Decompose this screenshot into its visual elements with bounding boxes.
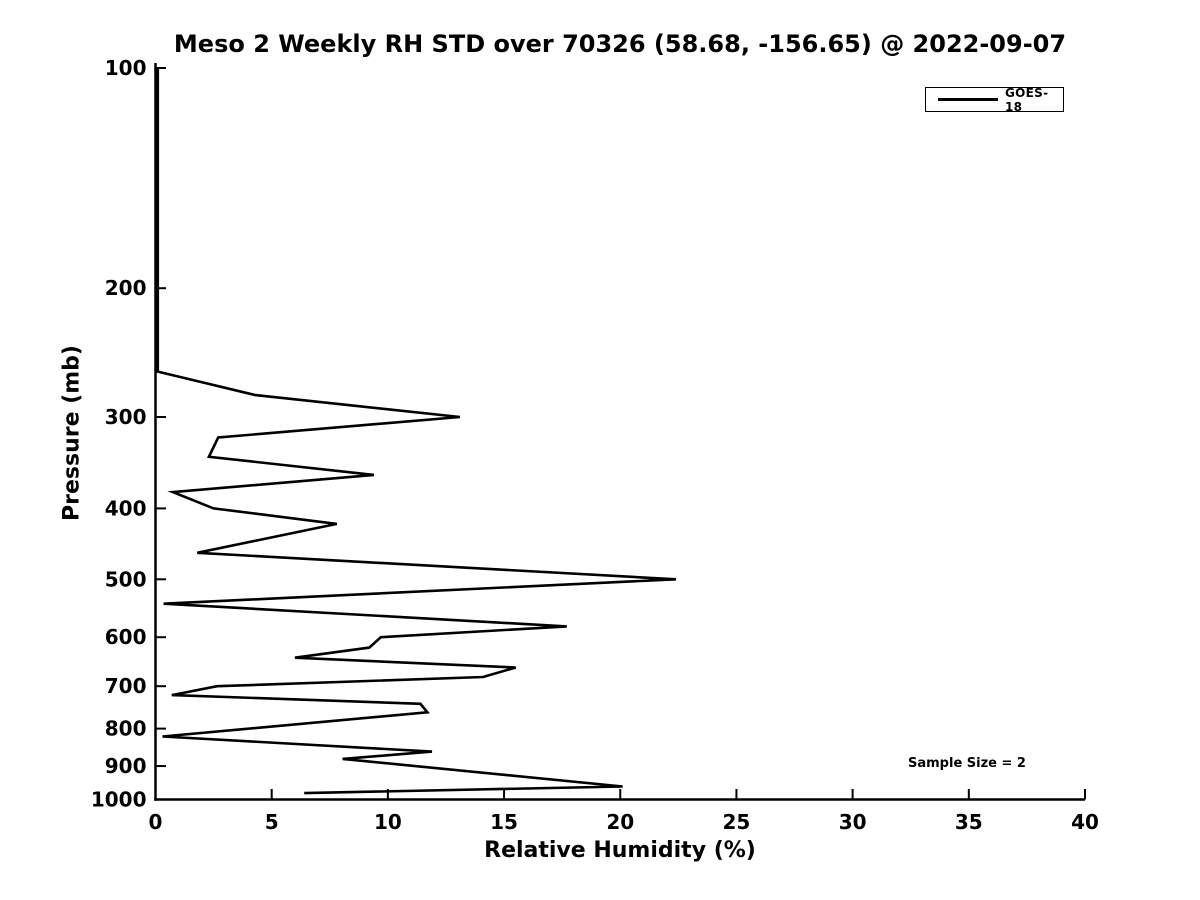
legend: GOES-18 — [925, 85, 1064, 114]
svg-text:900: 900 — [105, 754, 147, 778]
svg-text:25: 25 — [723, 810, 751, 834]
svg-text:600: 600 — [105, 625, 147, 649]
x-axis-ticks: 0 5 10 15 20 25 30 35 40 — [149, 789, 1099, 834]
svg-text:100: 100 — [105, 56, 147, 80]
legend-line-sample — [938, 98, 998, 101]
svg-text:300: 300 — [105, 405, 147, 429]
data-series-line — [156, 68, 677, 795]
y-axis-ticks: 100 200 300 400 500 600 700 800 900 1000 — [91, 56, 166, 812]
svg-text:40: 40 — [1071, 810, 1099, 834]
svg-text:1000: 1000 — [91, 788, 147, 812]
legend-entry-label: GOES-18 — [1005, 85, 1049, 114]
x-axis-title: Relative Humidity (%) — [484, 838, 756, 863]
svg-text:30: 30 — [839, 810, 867, 834]
svg-text:10: 10 — [374, 810, 402, 834]
svg-text:200: 200 — [105, 276, 147, 300]
y-axis-title: Pressure (mb) — [59, 345, 85, 521]
svg-text:800: 800 — [105, 717, 147, 741]
svg-text:5: 5 — [265, 810, 279, 834]
svg-text:700: 700 — [105, 674, 147, 698]
sample-size-annotation: Sample Size = 2 — [908, 756, 1026, 771]
svg-text:20: 20 — [606, 810, 634, 834]
svg-text:500: 500 — [105, 567, 147, 591]
svg-text:0: 0 — [149, 810, 163, 834]
svg-text:400: 400 — [105, 496, 147, 520]
svg-text:35: 35 — [955, 810, 983, 834]
svg-text:15: 15 — [490, 810, 518, 834]
chart-title: Meso 2 Weekly RH STD over 70326 (58.68, … — [173, 30, 1067, 58]
